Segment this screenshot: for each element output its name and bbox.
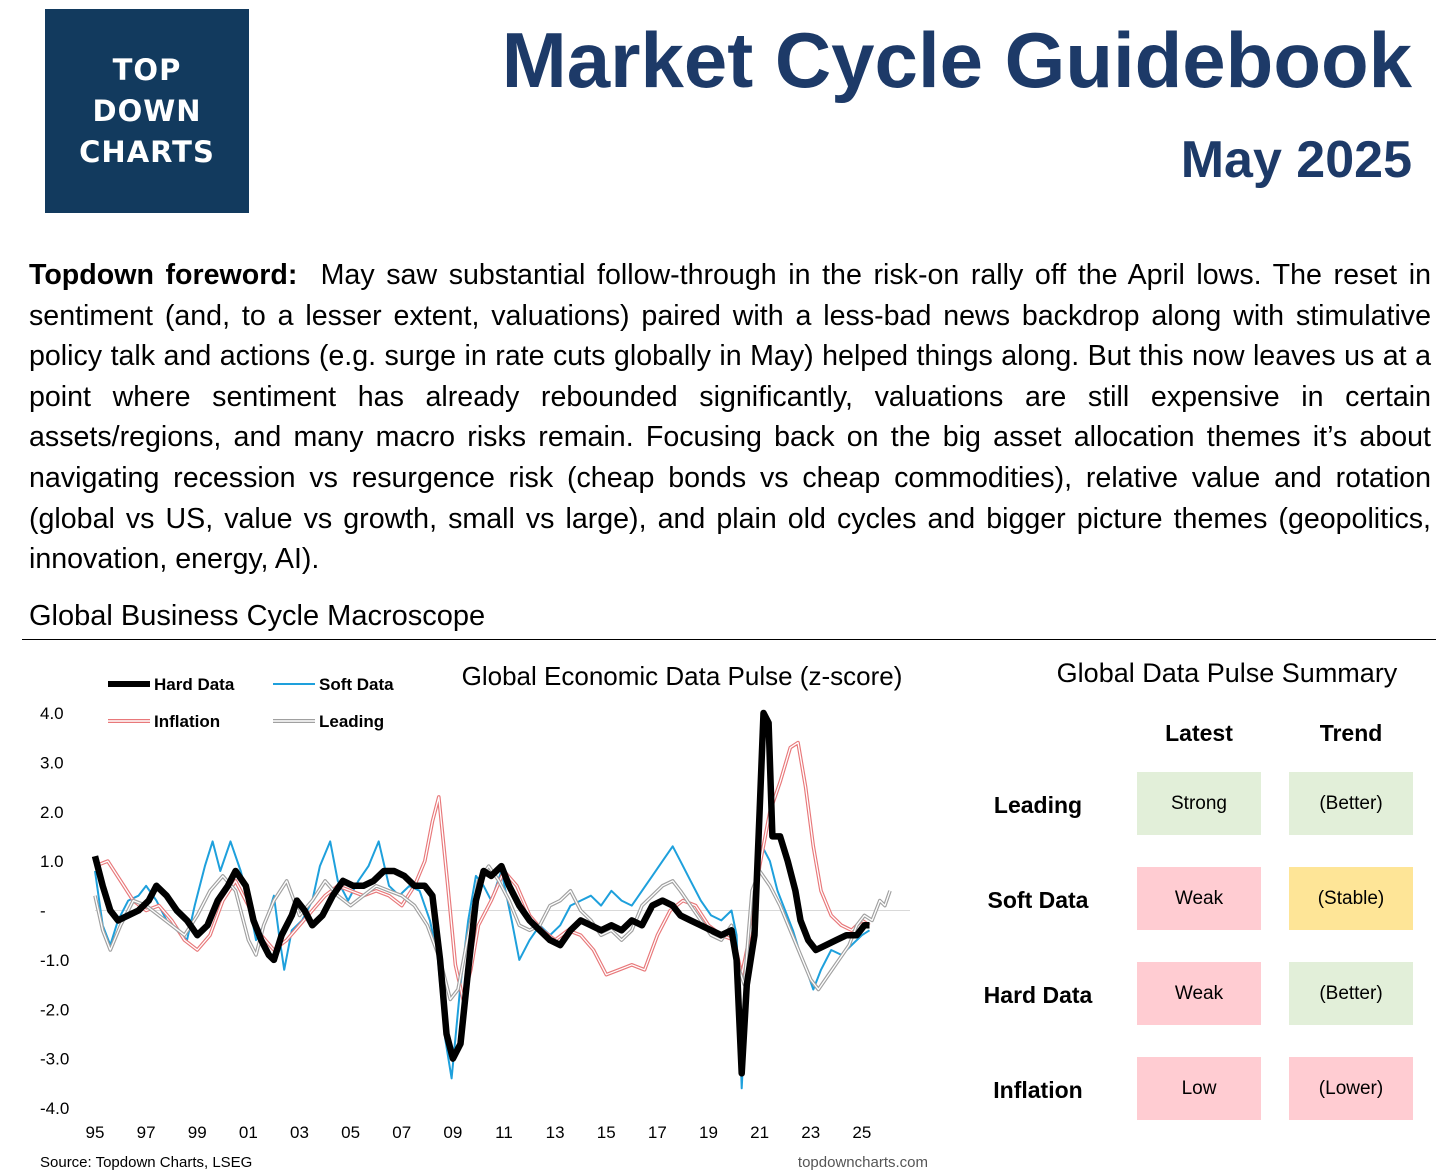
logo-line-2: DOWN [92, 93, 202, 128]
summary-col-latest: Latest [1165, 720, 1233, 746]
chart-watermark: topdowncharts.com [798, 1154, 928, 1171]
summary-latest-soft-data: Weak [1137, 867, 1261, 930]
y-tick-label: 4.0 [40, 704, 64, 723]
summary-latest-leading: Strong [1137, 772, 1261, 835]
x-tick-label: 07 [392, 1123, 411, 1142]
summary-row-label-leading: Leading [993, 792, 1083, 818]
series-line-hard-data [91, 709, 870, 1077]
summary-latest-hard-data: Weak [1137, 962, 1261, 1025]
chart-legend: Hard Data Soft Data Inflation Leading [108, 675, 394, 731]
summary-latest-inflation: Low [1137, 1057, 1261, 1120]
summary-col-trend: Trend [1319, 720, 1383, 746]
data-pulse-chart: Global Economic Data Pulse (z-score) Har… [40, 661, 928, 1171]
chart-axes: 4.0 3.0 2.0 1.0 - -1.0 -2.0 -3.0 -4.0 95 97 99 01 03 0… [40, 704, 910, 1142]
foreword-lead: Topdown foreword: [29, 259, 298, 291]
x-tick-label: 13 [546, 1123, 565, 1142]
summary-row-label-soft-data: Soft Data [987, 887, 1089, 913]
logo-line-1: TOP [112, 52, 182, 87]
page-title: Market Cycle Guidebook [501, 16, 1412, 104]
chart-source: Source: Topdown Charts, LSEG [40, 1154, 252, 1171]
logo-line-3: CHARTS [79, 134, 215, 169]
y-tick-label: - [40, 902, 46, 921]
y-tick-label: -4.0 [40, 1099, 69, 1118]
x-tick-label: 25 [852, 1123, 871, 1142]
x-tick-label: 95 [86, 1123, 105, 1142]
x-tick-label: 15 [597, 1123, 616, 1142]
section-divider [22, 639, 1436, 640]
chart-series [91, 709, 892, 1090]
x-tick-label: 17 [648, 1123, 667, 1142]
legend-label-soft-data: Soft Data [319, 675, 394, 694]
chart-title: Global Economic Data Pulse (z-score) [462, 661, 903, 691]
x-tick-label: 23 [801, 1123, 820, 1142]
legend-label-leading: Leading [319, 712, 384, 731]
y-tick-label: 2.0 [40, 803, 64, 822]
summary-trend-inflation: (Lower) [1289, 1057, 1413, 1120]
x-tick-label: 01 [239, 1123, 258, 1142]
summary-row-label-hard-data: Hard Data [983, 982, 1093, 1008]
x-tick-label: 05 [341, 1123, 360, 1142]
x-tick-label: 09 [443, 1123, 462, 1142]
section-title: Global Business Cycle Macroscope [29, 600, 486, 632]
x-tick-label: 03 [290, 1123, 309, 1142]
legend-label-hard-data: Hard Data [154, 675, 235, 694]
y-tick-label: -1.0 [40, 951, 69, 970]
y-tick-label: 1.0 [40, 852, 64, 871]
y-tick-label: -3.0 [40, 1050, 69, 1069]
summary-trend-soft-data: (Stable) [1289, 867, 1413, 930]
y-tick-label: -2.0 [40, 1000, 69, 1019]
summary-trend-leading: (Better) [1289, 772, 1413, 835]
series-line-leading-inner [94, 865, 891, 1001]
summary-row-label-inflation: Inflation [993, 1077, 1083, 1103]
x-tick-label: 97 [137, 1123, 156, 1142]
foreword-paragraph: Topdown foreword: May saw substantial fo… [29, 255, 1431, 580]
summary-title: Global Data Pulse Summary [1056, 658, 1398, 688]
x-tick-label: 99 [188, 1123, 207, 1142]
legend-label-inflation: Inflation [154, 712, 220, 731]
y-tick-label: 3.0 [40, 753, 64, 772]
x-tick-label: 21 [750, 1123, 769, 1142]
x-tick-label: 19 [699, 1123, 718, 1142]
foreword-text: May saw substantial follow-through in th… [29, 259, 1431, 576]
series-line-inflation-inner [94, 741, 870, 1001]
page-subtitle: May 2025 [1180, 131, 1412, 189]
summary-trend-hard-data: (Better) [1289, 962, 1413, 1025]
top-down-charts-logo: TOP DOWN CHARTS [45, 9, 249, 213]
x-tick-label: 11 [495, 1123, 513, 1142]
